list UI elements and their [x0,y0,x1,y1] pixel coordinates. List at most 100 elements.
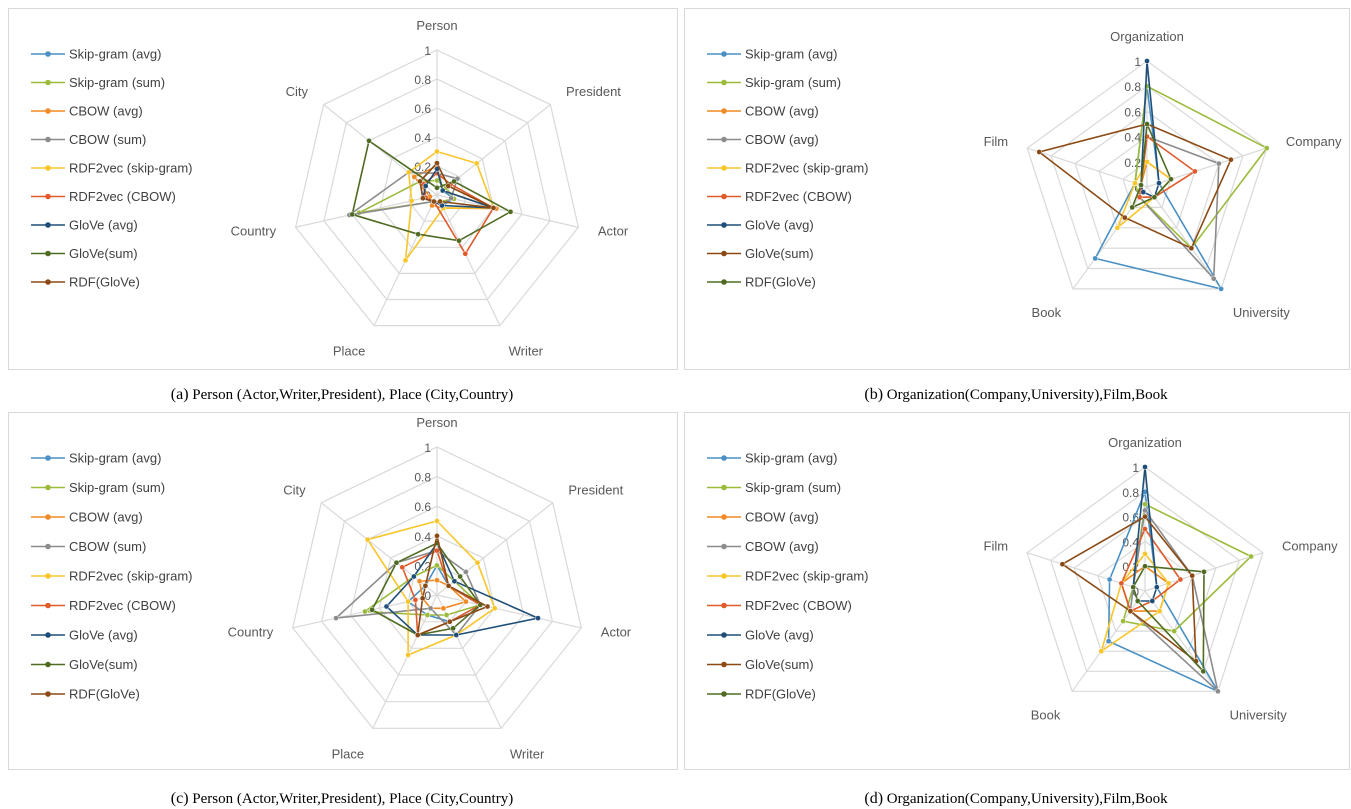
axis-label: Company [1282,539,1338,554]
grid-ring [407,564,467,623]
legend-label: RDF2vec (CBOW) [745,598,852,613]
axis-label: Country [231,224,277,239]
data-point [1144,58,1150,64]
data-point [1263,145,1270,151]
legend-marker [721,222,727,228]
series-line [1130,120,1172,209]
data-point [535,615,541,621]
legend-label: GloVe(sum) [745,246,814,261]
tick-label: 0.6 [414,500,431,514]
legend-marker [45,661,51,668]
data-point [1210,275,1217,282]
legend-marker [721,661,727,668]
data-point [402,257,409,264]
data-point [434,518,440,524]
data-point [422,582,429,589]
data-point [434,148,440,155]
legend-marker [45,484,51,491]
legend-entry: CBOW (avg) [31,104,143,119]
tick-label: 1 [424,44,431,58]
legend-entry: RDF(GloVe) [707,275,816,290]
data-point [411,573,417,580]
legend-marker [45,455,51,461]
legend-label: CBOW (sum) [69,539,146,554]
caption-text: Person (Actor,Writer,President), Place (… [192,387,514,403]
data-point [443,612,450,618]
legend-marker [721,79,727,86]
series-line [1037,123,1232,250]
data-point [383,603,390,610]
data-point [1134,598,1141,604]
legend-label: RDF2vec (skip-gram) [745,569,869,584]
data-point [450,625,456,632]
legend-label: RDF(GloVe) [745,687,816,702]
data-point [451,578,458,585]
tick-label: 0 [1132,585,1139,599]
legend-marker [721,108,727,114]
tick-label: 0 [424,589,431,603]
legend-label: Skip-gram (avg) [745,451,837,466]
data-point [453,632,460,638]
data-point [445,183,452,189]
data-point [1142,526,1148,532]
data-point [1177,576,1184,583]
legend-entry: GloVe (avg) [31,218,138,233]
series-line [1134,84,1269,250]
data-point [1168,176,1174,183]
data-point [333,615,339,621]
axis-label: University [1233,305,1291,320]
legend-marker [45,51,51,57]
data-point [448,195,454,202]
caption-label: (d) [864,790,884,807]
legend-label: Skip-gram (sum) [69,75,165,90]
legend-marker [45,222,51,228]
grid-ring [1026,466,1264,692]
data-point [411,174,418,180]
axis-label: Place [332,746,365,761]
data-point [434,160,440,166]
data-point [1127,608,1134,614]
chart-panel-b: 0 0.2 0.4 0.6 0.8 1 Organization Company Univers… [684,8,1350,370]
legend-marker [45,250,51,257]
radar-chart: 00.20.40.60.81OrganizationCompanyUnivers… [707,29,1342,320]
axis-label: Actor [598,224,629,239]
data-point [491,605,498,612]
data-point [1105,638,1112,645]
data-point [457,573,463,580]
legend-entry: GloVe(sum) [31,657,138,672]
legend-marker [45,136,51,143]
axis-label: City [283,482,306,497]
chart-panel-a: 00.20.40.60.81PersonPresidentActorWriter… [8,8,678,370]
legend-marker [45,279,51,285]
legend-marker [721,514,727,520]
data-point [1216,160,1222,167]
axis-spoke [436,194,501,326]
data-point [399,564,406,571]
axis-label: Actor [601,624,632,639]
legend-entry: CBOW (avg) [707,539,819,554]
legend-marker [721,691,727,697]
legend-label: GloVe (avg) [745,628,814,643]
data-point [437,198,443,205]
legend-entry: RDF2vec (skip-gram) [707,161,869,176]
data-point [473,160,480,167]
legend-marker [721,250,727,257]
data-point [405,169,412,176]
data-point [1138,182,1144,188]
data-point [1153,584,1160,591]
data-point [1144,158,1150,165]
data-point [445,582,452,589]
legend-entry: RDF2vec (skip-gram) [31,569,193,584]
legend-marker [721,573,727,579]
data-point [364,536,371,543]
series-line [366,520,496,657]
data-point [1036,149,1043,155]
legend-entry: Skip-gram (avg) [707,47,837,62]
axis-label: Book [1031,707,1061,722]
series-line [1140,60,1160,199]
legend-marker [721,136,727,143]
legend-label: RDF2vec (skip-gram) [69,161,193,176]
axis-label: Person [416,18,457,33]
grid-ring [408,165,466,222]
data-point [463,569,469,575]
